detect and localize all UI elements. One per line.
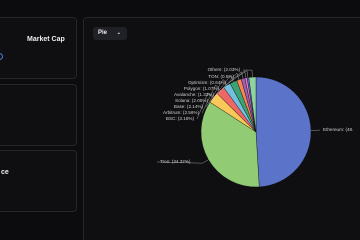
leader-line [196,92,214,120]
select-label: Pie [98,30,108,36]
leader-line [201,84,221,114]
leader-line [242,69,253,78]
slice-label: Base: (2.14%) [174,104,204,109]
slice-label: BSC: (3.18%) [166,116,195,121]
pie-slice [255,76,312,188]
chart-type-select[interactable]: Pie ⌄ [93,27,127,40]
card: ce [0,150,77,212]
chevron: ⌄ [116,30,121,36]
slice-label: Solana: (2.05%) [175,98,208,103]
slice-label: Polygon: (1.07%) [184,86,220,91]
leader-line [236,70,249,78]
card [0,84,77,146]
card: Market Cap [0,17,77,79]
slice-label: Optimism: (0.64%) [188,80,227,85]
leader-line [221,71,244,90]
slice-label: Avalanche: (1.33%) [174,92,214,97]
slice-label: TON: (0.5%) [208,74,234,79]
slice-label: Others: (2.03%) [208,67,241,72]
leader-line [228,70,247,84]
pie-slice [248,76,257,133]
card-title: ce [1,169,9,176]
slice-label: Ethereum: (48. [323,127,353,132]
card-title: Market Cap [27,36,65,43]
slice-label: Arbitrum: (2.56%) [163,110,199,115]
slice-label: Tron: (34.32%) [160,159,191,164]
leader-line [156,159,209,164]
leader-line [205,79,228,108]
